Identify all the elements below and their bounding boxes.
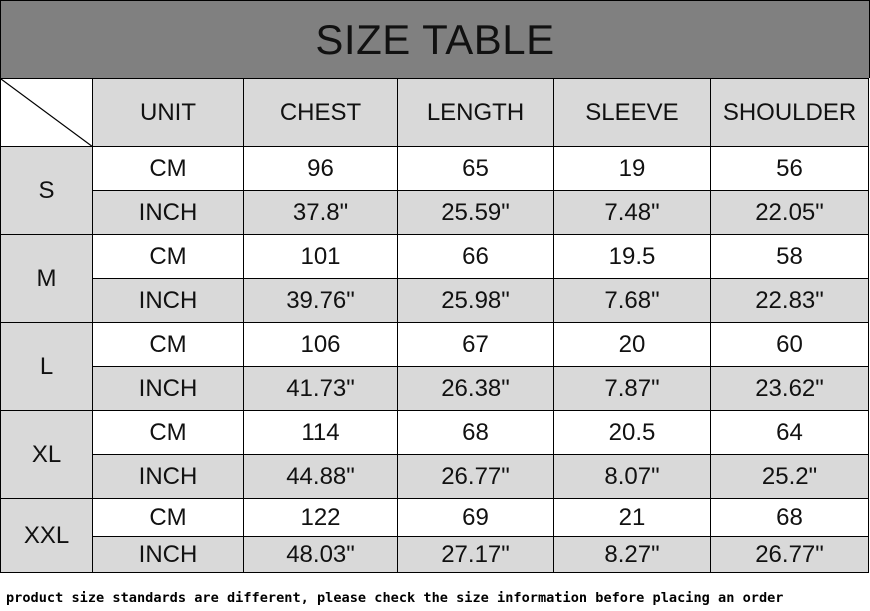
value-cell-chest: 44.88": [243, 454, 398, 499]
value-cell-chest: 48.03": [243, 536, 398, 573]
value-cell-length: 27.17": [397, 536, 554, 573]
value-cell-length: 25.59": [397, 190, 554, 235]
value-cell-shoulder: 23.62": [710, 366, 869, 411]
value-cell-chest: 106: [243, 322, 398, 367]
unit-cell: INCH: [92, 366, 244, 411]
size-table-title: SIZE TABLE: [0, 0, 870, 78]
diagonal-line-icon: [1, 79, 93, 147]
table-row-l-inch: INCH 41.73" 26.38" 7.87" 23.62": [1, 366, 869, 411]
value-cell-chest: 37.8": [243, 190, 398, 235]
value-cell-chest: 41.73": [243, 366, 398, 411]
value-cell-chest: 122: [243, 498, 398, 537]
unit-cell: CM: [92, 498, 244, 537]
value-cell-shoulder: 25.2": [710, 454, 869, 499]
unit-cell: CM: [92, 234, 244, 279]
table-row-m-inch: INCH 39.76" 25.98" 7.68" 22.83": [1, 278, 869, 323]
value-cell-sleeve: 21: [553, 498, 711, 537]
value-cell-sleeve: 20.5: [553, 410, 711, 455]
value-cell-chest: 96: [243, 146, 398, 191]
table-row-xl-cm: XL CM 114 68 20.5 64: [0, 410, 869, 499]
value-cell-chest: 39.76": [243, 278, 398, 323]
header-chest: CHEST: [243, 78, 398, 147]
table-row-s-inch: INCH 37.8" 25.59" 7.48" 22.05": [1, 190, 869, 235]
value-cell-sleeve: 19.5: [553, 234, 711, 279]
header-unit: UNIT: [92, 78, 244, 147]
value-cell-length: 66: [397, 234, 554, 279]
value-cell-shoulder: 64: [710, 410, 869, 455]
value-cell-length: 68: [397, 410, 554, 455]
value-cell-sleeve: 7.87": [553, 366, 711, 411]
value-cell-chest: 101: [243, 234, 398, 279]
value-cell-sleeve: 7.48": [553, 190, 711, 235]
value-cell-sleeve: 20: [553, 322, 711, 367]
size-note: product size standards are different, pl…: [6, 590, 784, 606]
unit-cell: CM: [92, 410, 244, 455]
table-row-xxl-cm: XXL CM 122 69 21 68: [0, 498, 869, 573]
value-cell-length: 25.98": [397, 278, 554, 323]
value-cell-chest: 114: [243, 410, 398, 455]
unit-cell: INCH: [92, 454, 244, 499]
value-cell-shoulder: 22.05": [710, 190, 869, 235]
size-label: L: [0, 322, 93, 411]
value-cell-length: 67: [397, 322, 554, 367]
size-label: XL: [0, 410, 93, 499]
unit-cell: CM: [92, 322, 244, 367]
value-cell-shoulder: 60: [710, 322, 869, 367]
unit-cell: CM: [92, 146, 244, 191]
table-row-m-cm: M CM 101 66 19.5 58: [0, 234, 869, 323]
value-cell-length: 26.77": [397, 454, 554, 499]
value-cell-length: 65: [397, 146, 554, 191]
value-cell-sleeve: 8.27": [553, 536, 711, 573]
unit-cell: INCH: [92, 278, 244, 323]
header-length: LENGTH: [397, 78, 554, 147]
header-sleeve: SLEEVE: [553, 78, 711, 147]
unit-cell: INCH: [92, 536, 244, 573]
corner-cell: [0, 78, 93, 147]
value-cell-sleeve: 8.07": [553, 454, 711, 499]
size-label: M: [0, 234, 93, 323]
table-row-l-cm: L CM 106 67 20 60: [0, 322, 869, 411]
size-table: UNIT CHEST LENGTH SLEEVE SHOULDER S CM 96 6…: [0, 78, 869, 573]
title-text: SIZE TABLE: [315, 15, 555, 63]
value-cell-shoulder: 56: [710, 146, 869, 191]
header-row: UNIT CHEST LENGTH SLEEVE SHOULDER: [0, 78, 869, 147]
header-shoulder: SHOULDER: [710, 78, 869, 147]
value-cell-sleeve: 7.68": [553, 278, 711, 323]
value-cell-shoulder: 22.83": [710, 278, 869, 323]
value-cell-length: 26.38": [397, 366, 554, 411]
size-label: S: [0, 146, 93, 235]
unit-cell: INCH: [92, 190, 244, 235]
value-cell-shoulder: 68: [710, 498, 869, 537]
value-cell-shoulder: 58: [710, 234, 869, 279]
value-cell-length: 69: [397, 498, 554, 537]
table-row-s-cm: S CM 96 65 19 56: [0, 146, 869, 235]
value-cell-sleeve: 19: [553, 146, 711, 191]
table-row-xxl-inch: INCH 48.03" 27.17" 8.27" 26.77": [1, 536, 869, 573]
size-label: XXL: [0, 498, 93, 573]
value-cell-shoulder: 26.77": [710, 536, 869, 573]
table-row-xl-inch: INCH 44.88" 26.77" 8.07" 25.2": [1, 454, 869, 499]
